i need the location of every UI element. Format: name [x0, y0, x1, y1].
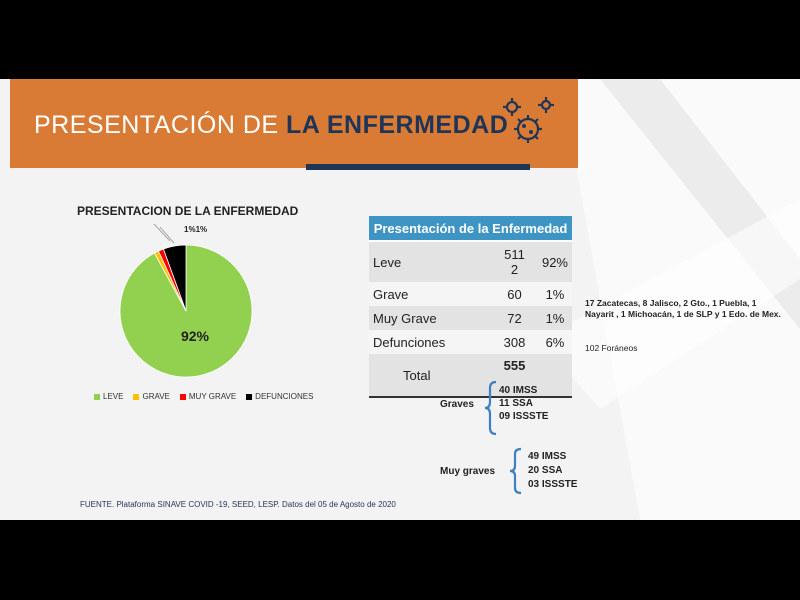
data-label-small: 1%1%: [184, 225, 207, 234]
virus-icon: [503, 97, 554, 143]
row-label: Leve: [369, 241, 491, 282]
table-total-row: Total 555: [369, 354, 572, 398]
legend-item: LEVE: [94, 392, 123, 401]
background-pattern: [540, 79, 800, 520]
muy-graves-item: 03 ISSSTE: [528, 479, 578, 490]
row-value: 511 2: [490, 241, 538, 282]
data-label-leve: 92%: [181, 328, 210, 344]
leader-line: [159, 226, 175, 244]
table-row: Grave 60 1%: [369, 282, 572, 306]
slide: PRESENTACIÓN DE LA ENFERMEDAD PRESENTACI…: [0, 79, 800, 520]
states-note: 17 Zacatecas, 8 Jalisco, 2 Gto., 1 Puebl…: [585, 298, 781, 319]
leader-line: [153, 223, 171, 242]
row-value: 72: [490, 306, 538, 330]
legend-item: DEFUNCIONES: [246, 392, 313, 401]
total-label: Total: [369, 354, 491, 398]
total-value: 555: [490, 354, 538, 398]
muy-graves-item: 49 IMSS: [528, 451, 567, 462]
foraneos-note: 102 Foráneos: [585, 343, 638, 353]
pie-chart: 92% 1%1%: [119, 223, 253, 378]
table-row: Leve 511 2 92%: [369, 241, 572, 282]
table-row: Defunciones 308 6%: [369, 330, 572, 354]
table-row: Muy Grave 72 1%: [369, 306, 572, 330]
legend-label: LEVE: [103, 392, 124, 401]
legend-item: MUY GRAVE: [179, 392, 237, 401]
legend-label: GRAVE: [142, 392, 170, 401]
title-banner: PRESENTACIÓN DE LA ENFERMEDAD: [10, 79, 578, 168]
row-percent: 92%: [537, 241, 572, 282]
summary-table: Presentación de la Enfermedad Leve 511 2 …: [369, 216, 572, 398]
graves-item: 09 ISSSTE: [499, 411, 549, 422]
legend-swatch: [94, 393, 100, 400]
chart-legend: LEVE GRAVE MUY GRAVE DEFUNCIONES: [94, 392, 313, 401]
table-header: Presentación de la Enfermedad: [369, 216, 572, 242]
legend-swatch: [246, 393, 253, 400]
row-label: Muy Grave: [369, 306, 491, 330]
row-label: Grave: [369, 282, 491, 306]
page-title: PRESENTACIÓN DE LA ENFERMEDAD: [34, 111, 509, 139]
row-percent: 1%: [537, 306, 572, 330]
graves-label: Graves: [440, 399, 474, 410]
source-note: FUENTE. Plataforma SINAVE COVID -19, SEE…: [80, 500, 396, 509]
legend-label: DEFUNCIONES: [255, 392, 314, 401]
legend-swatch: [133, 393, 140, 400]
row-value: 60: [490, 282, 538, 306]
row-percent: 1%: [537, 282, 572, 306]
graves-brace: [484, 380, 497, 436]
row-value: 308: [490, 330, 538, 354]
legend-label: MUY GRAVE: [188, 392, 237, 401]
row-label: Defunciones: [369, 330, 491, 354]
legend-swatch: [179, 393, 186, 400]
chart-title: PRESENTACION DE LA ENFERMEDAD: [77, 204, 299, 218]
muy-graves-item: 20 SSA: [528, 465, 563, 476]
title-underline: [306, 164, 530, 170]
pie-slice-defunciones: [162, 244, 187, 312]
row-percent: 6%: [537, 330, 572, 354]
legend-item: GRAVE: [133, 392, 170, 401]
graves-item: 11 SSA: [499, 398, 533, 409]
muy-graves-label: Muy graves: [440, 466, 496, 477]
muy-graves-brace: [509, 447, 522, 495]
graves-item: 40 IMSS: [499, 385, 538, 396]
